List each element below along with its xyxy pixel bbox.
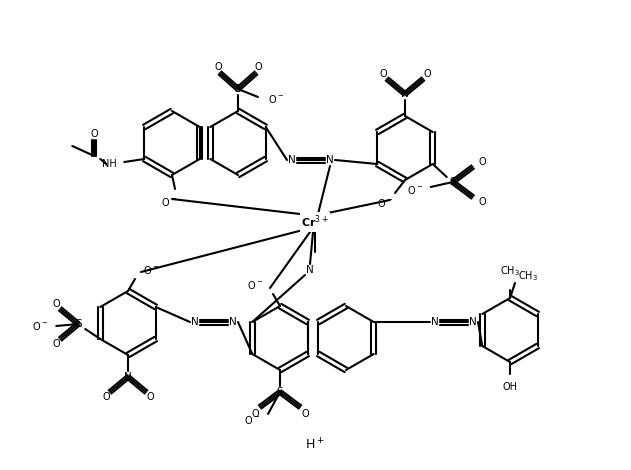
Text: N: N bbox=[326, 155, 334, 165]
Text: O: O bbox=[214, 62, 222, 72]
Text: N: N bbox=[431, 317, 439, 327]
Text: N: N bbox=[124, 372, 132, 382]
Text: O: O bbox=[90, 129, 98, 139]
Text: NH: NH bbox=[102, 159, 116, 169]
Text: O: O bbox=[254, 62, 262, 72]
Text: O$^-$: O$^-$ bbox=[247, 279, 263, 291]
Text: O: O bbox=[479, 197, 487, 207]
Text: H$^+$: H$^+$ bbox=[305, 438, 325, 453]
Text: S: S bbox=[276, 387, 283, 397]
Text: O: O bbox=[423, 69, 431, 79]
Text: CH$_3$: CH$_3$ bbox=[500, 264, 520, 278]
Text: O: O bbox=[52, 339, 60, 349]
Text: CH$_3$: CH$_3$ bbox=[518, 269, 538, 283]
Text: N: N bbox=[229, 317, 237, 327]
Text: S: S bbox=[75, 319, 81, 329]
Text: N: N bbox=[306, 265, 314, 275]
Text: O$^-$: O$^-$ bbox=[32, 320, 49, 332]
Text: S: S bbox=[449, 177, 456, 187]
Text: O$^-$: O$^-$ bbox=[244, 414, 260, 426]
Text: O: O bbox=[301, 409, 309, 419]
Text: O$^-$: O$^-$ bbox=[143, 264, 159, 276]
Text: O$^-$: O$^-$ bbox=[268, 93, 284, 105]
Text: O: O bbox=[52, 299, 60, 309]
Text: O: O bbox=[379, 69, 387, 79]
Text: N: N bbox=[191, 317, 199, 327]
Text: N: N bbox=[288, 155, 296, 165]
Text: Cr$^{3+}$: Cr$^{3+}$ bbox=[301, 214, 329, 230]
Text: O: O bbox=[479, 157, 487, 167]
Text: O$^-$: O$^-$ bbox=[161, 196, 177, 208]
Text: O: O bbox=[102, 392, 110, 402]
Text: O: O bbox=[251, 409, 259, 419]
Text: S: S bbox=[235, 84, 241, 94]
Text: OH: OH bbox=[502, 382, 517, 392]
Text: O$^-$: O$^-$ bbox=[406, 184, 423, 196]
Text: O: O bbox=[146, 392, 154, 402]
Text: O$^-$: O$^-$ bbox=[377, 197, 393, 209]
Text: N: N bbox=[401, 89, 409, 99]
Text: N: N bbox=[469, 317, 477, 327]
